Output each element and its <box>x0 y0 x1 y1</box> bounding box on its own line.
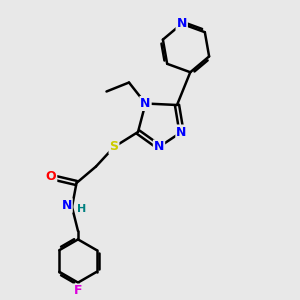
Text: N: N <box>140 97 151 110</box>
Text: F: F <box>74 284 82 298</box>
Text: H: H <box>77 203 86 214</box>
Text: S: S <box>110 140 118 154</box>
Text: O: O <box>46 170 56 184</box>
Text: N: N <box>154 140 164 154</box>
Text: N: N <box>176 125 187 139</box>
Text: N: N <box>176 17 187 30</box>
Text: N: N <box>61 199 72 212</box>
